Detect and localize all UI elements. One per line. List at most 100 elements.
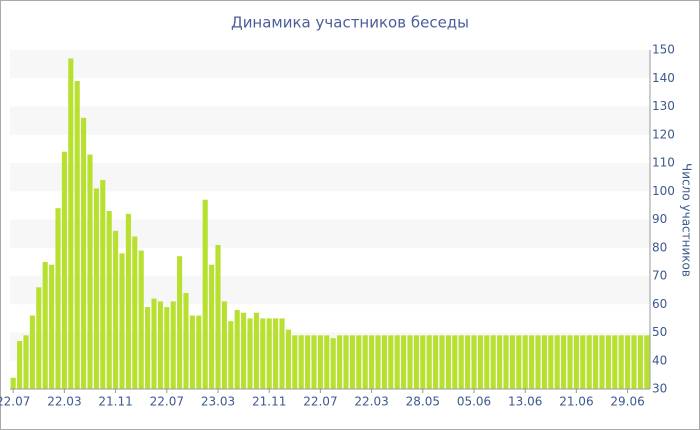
bar (477, 335, 483, 389)
bar (369, 335, 375, 389)
bar (362, 335, 368, 389)
bar (573, 335, 579, 389)
bar (93, 188, 99, 389)
bar (343, 335, 349, 389)
grid-band (10, 106, 650, 135)
bar (81, 117, 87, 390)
y-tick-label: 60 (652, 297, 667, 311)
bar (458, 335, 464, 389)
bar (151, 298, 157, 389)
x-tick-label: 05.06 (457, 395, 491, 409)
bar (452, 335, 458, 389)
bar (311, 335, 317, 389)
bar (554, 335, 560, 389)
bar (605, 335, 611, 389)
bar (228, 321, 234, 389)
x-tick-label: 21.06 (559, 395, 593, 409)
bar (644, 335, 650, 389)
bar (471, 335, 477, 389)
x-tick-label: 29.06 (610, 395, 644, 409)
y-tick-label: 90 (652, 212, 667, 226)
y-tick-label: 150 (652, 43, 675, 57)
bar (253, 312, 259, 389)
bar (215, 244, 221, 389)
y-tick-label: 30 (652, 382, 667, 396)
bar (170, 301, 176, 389)
bar (189, 315, 195, 389)
y-axis-label: Число участников (680, 163, 694, 277)
bar (439, 335, 445, 389)
y-tick-label: 40 (652, 353, 667, 367)
bar (292, 335, 298, 389)
bar (541, 335, 547, 389)
bar (465, 335, 471, 389)
bar (433, 335, 439, 389)
y-tick-label: 130 (652, 99, 675, 113)
bar (234, 309, 240, 389)
bar (612, 335, 618, 389)
bar (145, 307, 151, 389)
bar (586, 335, 592, 389)
x-tick-label: 22.07 (303, 395, 337, 409)
bar (125, 213, 131, 389)
y-tick-label: 80 (652, 240, 667, 254)
grid-band (10, 332, 650, 361)
bar (279, 318, 285, 389)
bar (535, 335, 541, 389)
bar (273, 318, 279, 389)
bar (247, 318, 253, 389)
bar (618, 335, 624, 389)
bar (330, 338, 336, 389)
bar (202, 199, 208, 389)
bar (87, 154, 93, 389)
bar (42, 261, 48, 389)
bar (580, 335, 586, 389)
bar (298, 335, 304, 389)
y-tick-label: 120 (652, 127, 675, 141)
bar (324, 335, 330, 389)
x-tick-label: 22.07 (0, 395, 30, 409)
bar (106, 211, 112, 389)
bar (388, 335, 394, 389)
x-tick-label: 22.07 (150, 395, 184, 409)
bar (209, 264, 215, 389)
bar (36, 287, 42, 389)
bar (74, 81, 80, 389)
bar (401, 335, 407, 389)
bar (241, 312, 247, 389)
grid-band (10, 276, 650, 305)
bar (625, 335, 631, 389)
bar (196, 315, 202, 389)
bar (55, 208, 61, 389)
bar (356, 335, 362, 389)
bar (68, 58, 74, 389)
y-tick-label: 100 (652, 184, 675, 198)
bar (119, 253, 125, 389)
bar (349, 335, 355, 389)
y-tick-label: 70 (652, 269, 667, 283)
bar (183, 292, 189, 389)
bar (29, 315, 35, 389)
bar (567, 335, 573, 389)
x-tick-label: 22.03 (47, 395, 81, 409)
grid-band (10, 219, 650, 248)
bar (420, 335, 426, 389)
chart-title: Динамика участников беседы (231, 14, 469, 32)
bar (164, 307, 170, 389)
bar (177, 256, 183, 389)
bar (49, 264, 55, 389)
bar (426, 335, 432, 389)
bar (266, 318, 272, 389)
bar (157, 301, 163, 389)
bar (305, 335, 311, 389)
bar (317, 335, 323, 389)
bar (599, 335, 605, 389)
bar (548, 335, 554, 389)
bar (529, 335, 535, 389)
bar (516, 335, 522, 389)
bar (593, 335, 599, 389)
x-tick-label: 13.06 (508, 395, 542, 409)
bar (503, 335, 509, 389)
bar (221, 301, 227, 389)
